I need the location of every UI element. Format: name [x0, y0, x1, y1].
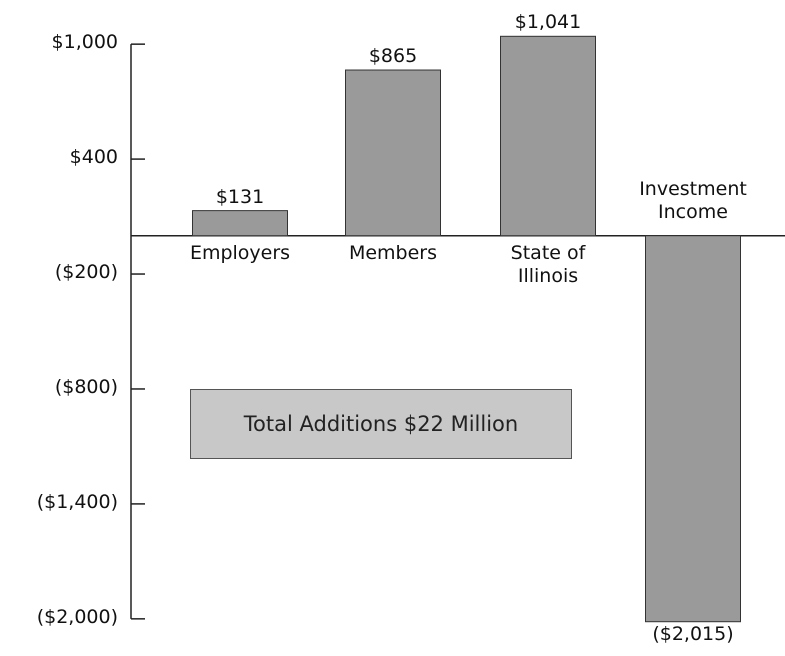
x-tick-label: Investment Income	[633, 178, 753, 224]
bar	[501, 36, 596, 235]
y-tick-label: ($800)	[0, 376, 118, 398]
value-label: $131	[180, 186, 300, 209]
plot	[0, 0, 785, 656]
annotation: Total Additions $22 Million	[190, 389, 572, 459]
x-tick-label: State of Illinois	[488, 242, 608, 288]
y-tick-label: ($1,400)	[0, 491, 118, 513]
value-label: ($2,015)	[633, 623, 753, 646]
bar	[193, 211, 288, 236]
chart: Total Additions $22 Million $1,000 $400 ($…	[0, 0, 785, 656]
x-tick-label: Members	[333, 242, 453, 265]
value-label: $1,041	[488, 11, 608, 34]
bar	[646, 236, 741, 622]
y-tick-label: $400	[0, 146, 118, 168]
y-tick-label: $1,000	[0, 31, 118, 53]
bar	[346, 70, 441, 236]
y-tick-label: ($2,000)	[0, 606, 118, 628]
x-tick-label: Employers	[180, 242, 300, 265]
value-label: $865	[333, 45, 453, 68]
y-tick-label: ($200)	[0, 261, 118, 283]
